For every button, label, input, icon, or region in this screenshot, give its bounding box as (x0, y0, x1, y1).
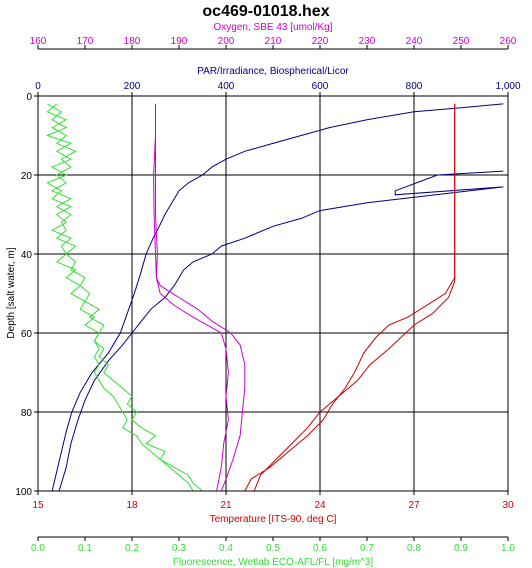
y-tick-label: 80 (21, 408, 33, 419)
fluorescence-tick-label: 0.5 (266, 543, 280, 554)
series-oxygen_a (153, 103, 246, 492)
fluorescence-tick-label: 0.4 (219, 543, 233, 554)
y-tick-label: 20 (21, 171, 33, 182)
temperature-tick-label: 21 (220, 500, 232, 511)
y-tick-label: 0 (26, 92, 32, 103)
oxygen-tick-label: 230 (359, 36, 376, 47)
temperature-tick-label: 27 (408, 500, 420, 511)
y-axis-label: Depth [salt water, m] (6, 247, 17, 338)
par-tick-label: 200 (124, 81, 141, 92)
temperature-tick-label: 18 (126, 500, 138, 511)
par-tick-label: 400 (218, 81, 235, 92)
fluorescence-axis-label: Fluorescence, Wetlab ECO-AFL/FL [mg/m^3] (173, 557, 374, 568)
fluorescence-tick-label: 1.0 (501, 543, 515, 554)
series-par_down (51, 103, 504, 492)
oxygen-tick-label: 260 (500, 36, 517, 47)
oxygen-tick-label: 180 (124, 36, 141, 47)
series-par_up (58, 170, 504, 492)
fluorescence-tick-label: 0.1 (78, 543, 92, 554)
plot-frame (37, 95, 509, 492)
oxygen-tick-label: 250 (453, 36, 470, 47)
temperature-axis-label: Temperature [ITS-90, deg C] (210, 514, 337, 525)
series-oxygen_b (155, 103, 229, 492)
oxygen-tick-label: 170 (77, 36, 94, 47)
par-tick-label: 800 (406, 81, 423, 92)
fluorescence-tick-label: 0.2 (125, 543, 139, 554)
grid (37, 95, 509, 492)
par-tick-label: 600 (312, 81, 329, 92)
fluorescence-tick-label: 0.6 (313, 543, 327, 554)
oxygen-tick-label: 160 (30, 36, 47, 47)
oxygen-tick-label: 220 (312, 36, 329, 47)
temperature-tick-label: 15 (32, 500, 44, 511)
oxygen-tick-label: 200 (218, 36, 235, 47)
oxygen-tick-label: 240 (406, 36, 423, 47)
temperature-tick-label: 24 (314, 500, 326, 511)
series-temperature_b (253, 103, 456, 492)
series-layer (45, 103, 504, 492)
fluorescence-tick-label: 0.7 (360, 543, 374, 554)
fluorescence-tick-label: 0.3 (172, 543, 186, 554)
fluorescence-tick-label: 0.0 (31, 543, 45, 554)
par-tick-label: 0 (35, 81, 41, 92)
y-tick-label: 100 (15, 487, 32, 498)
series-fluorescence_b (46, 103, 194, 492)
temperature-tick-label: 30 (502, 500, 514, 511)
y-tick-label: 60 (21, 329, 33, 340)
oxygen-axis-label: Oxygen, SBE 43 [umol/Kg] (214, 22, 333, 33)
par-axis-label: PAR/Irradiance, Biospherical/Licor (197, 66, 349, 77)
oxygen-tick-label: 190 (171, 36, 188, 47)
fluorescence-tick-label: 0.8 (407, 543, 421, 554)
chart-title: oc469-01018.hex (202, 3, 329, 20)
y-tick-label: 40 (21, 250, 33, 261)
par-tick-label: 1,000 (495, 81, 520, 92)
series-temperature_a (244, 103, 456, 492)
oxygen-tick-label: 210 (265, 36, 282, 47)
series-fluorescence_a (45, 103, 203, 492)
fluorescence-tick-label: 0.9 (454, 543, 468, 554)
